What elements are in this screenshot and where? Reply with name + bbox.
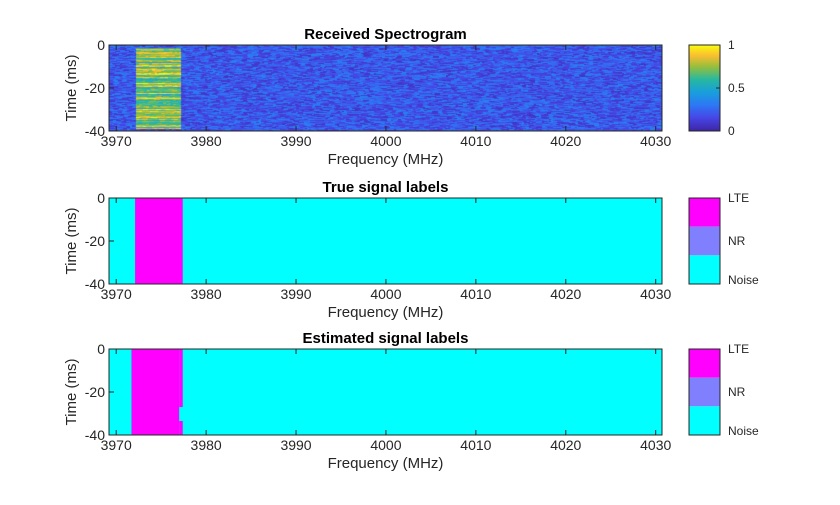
noise-region xyxy=(109,198,662,284)
colorbar-tick-label: 0.5 xyxy=(728,81,745,95)
legend-label-nr: NR xyxy=(728,385,746,399)
x-tick-label: 3980 xyxy=(191,437,222,453)
legend-colorbar-border xyxy=(688,348,721,436)
y-tick-label: -20 xyxy=(85,233,105,249)
legend-colorbar-border xyxy=(688,197,721,285)
x-tick-label: 4020 xyxy=(550,286,581,302)
y-tick-label: 0 xyxy=(97,37,105,53)
x-tick-label: 3980 xyxy=(191,133,222,149)
plot-title: Estimated signal labels xyxy=(303,330,469,347)
spectrogram-image xyxy=(109,45,662,131)
x-tick-label: 3970 xyxy=(101,437,132,453)
axes-box xyxy=(108,44,663,132)
x-tick-label: 4010 xyxy=(460,133,491,149)
legend-label-noise: Noise xyxy=(728,424,759,438)
colorbar-gradient xyxy=(689,45,720,131)
y-tick-label: -40 xyxy=(85,427,105,443)
label-region-lte xyxy=(179,349,183,408)
colorbar-tick-label: 0 xyxy=(728,124,735,138)
x-axis-label: Frequency (MHz) xyxy=(328,151,444,168)
y-axis-label: Time (ms) xyxy=(63,55,80,122)
y-tick-label: 0 xyxy=(97,341,105,357)
legend-swatch-nr xyxy=(689,226,720,256)
x-tick-label: 3980 xyxy=(191,286,222,302)
x-axis-label: Frequency (MHz) xyxy=(328,304,444,321)
y-tick-label: -40 xyxy=(85,276,105,292)
legend-label-lte: LTE xyxy=(728,342,749,356)
legend-swatch-nr xyxy=(689,377,720,407)
x-tick-label: 3970 xyxy=(101,286,132,302)
label-region-lte xyxy=(179,421,183,435)
y-axis-label: Time (ms) xyxy=(63,208,80,275)
y-axis-label: Time (ms) xyxy=(63,359,80,426)
legend-swatch-noise xyxy=(689,255,720,284)
x-tick-label: 4000 xyxy=(370,133,401,149)
x-tick-label: 3970 xyxy=(101,133,132,149)
y-tick-label: 0 xyxy=(97,190,105,206)
x-tick-label: 4030 xyxy=(640,437,671,453)
x-tick-label: 4030 xyxy=(640,133,671,149)
colorbar-tick-label: 1 xyxy=(728,38,735,52)
y-tick-label: -20 xyxy=(85,384,105,400)
legend-swatch-noise xyxy=(689,406,720,435)
x-tick-label: 3990 xyxy=(280,286,311,302)
label-region-lte xyxy=(131,349,180,435)
x-tick-label: 3990 xyxy=(280,133,311,149)
x-tick-label: 4020 xyxy=(550,133,581,149)
legend-label-nr: NR xyxy=(728,234,746,248)
legend-swatch-lte xyxy=(689,349,720,378)
legend-label-noise: Noise xyxy=(728,273,759,287)
plot-title: True signal labels xyxy=(323,179,449,196)
noise-region xyxy=(109,349,662,435)
x-tick-label: 4010 xyxy=(460,437,491,453)
x-tick-label: 3990 xyxy=(280,437,311,453)
x-tick-label: 4010 xyxy=(460,286,491,302)
x-tick-label: 4030 xyxy=(640,286,671,302)
x-tick-label: 4020 xyxy=(550,437,581,453)
legend-label-lte: LTE xyxy=(728,191,749,205)
y-tick-label: -20 xyxy=(85,80,105,96)
label-region-lte xyxy=(135,198,183,284)
x-axis-label: Frequency (MHz) xyxy=(328,455,444,472)
legend-swatch-lte xyxy=(689,198,720,227)
colorbar-border xyxy=(688,44,721,132)
plot-title: Received Spectrogram xyxy=(304,26,467,43)
y-tick-label: -40 xyxy=(85,123,105,139)
x-tick-label: 4000 xyxy=(370,286,401,302)
x-tick-label: 4000 xyxy=(370,437,401,453)
